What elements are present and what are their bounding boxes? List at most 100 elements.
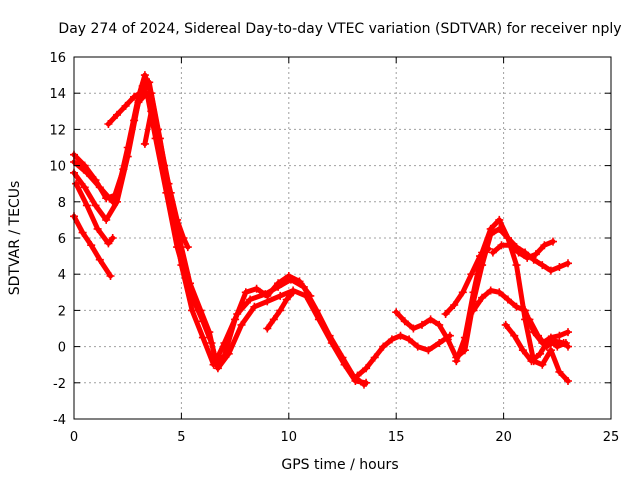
data-point — [314, 315, 323, 324]
data-point — [538, 261, 547, 270]
data-point — [282, 295, 291, 304]
data-point — [467, 270, 476, 279]
series-line — [443, 246, 492, 317]
data-point — [130, 92, 139, 101]
y-tick-label: 12 — [49, 123, 66, 138]
data-point — [553, 342, 562, 351]
data-point — [503, 295, 512, 304]
data-point — [488, 248, 497, 257]
data-point — [276, 291, 285, 300]
data-point — [306, 291, 315, 300]
data-point — [140, 139, 149, 148]
data-point — [469, 288, 478, 297]
data-point — [237, 320, 246, 329]
data-point — [506, 241, 514, 250]
data-point — [510, 331, 519, 340]
x-axis-label: GPS time / hours — [281, 457, 398, 473]
data-point — [518, 346, 527, 355]
data-point — [353, 371, 362, 380]
series-line — [71, 213, 113, 279]
y-tick-label: 16 — [49, 51, 66, 66]
chart-title: Day 274 of 2024, Sidereal Day-to-day VTE… — [58, 21, 621, 37]
data-point — [441, 310, 450, 318]
data-point — [80, 183, 89, 192]
data-point — [379, 342, 388, 351]
data-point — [138, 87, 147, 96]
data-point — [95, 255, 104, 264]
data-point — [424, 346, 433, 355]
series-line — [142, 108, 191, 250]
data-point — [495, 215, 504, 224]
data-point — [486, 286, 495, 295]
y-tick-label: 0 — [58, 341, 66, 356]
data-point — [91, 176, 100, 185]
data-point — [478, 293, 487, 302]
y-tick-label: 2 — [58, 304, 66, 319]
series-layer — [70, 71, 572, 389]
data-point — [555, 331, 564, 340]
data-point — [521, 306, 530, 315]
series-pass-12 — [441, 244, 493, 318]
data-point — [362, 364, 371, 373]
x-tick-label: 20 — [495, 430, 512, 445]
data-point — [102, 194, 111, 203]
data-point — [486, 224, 495, 233]
data-point — [534, 331, 542, 340]
series-line — [355, 333, 453, 379]
data-point — [160, 161, 169, 170]
data-point — [91, 201, 100, 210]
y-axis-label: SDTVAR / TECUs — [7, 181, 23, 296]
data-point — [561, 339, 570, 347]
data-point — [538, 360, 547, 369]
data-point — [546, 346, 555, 355]
data-point — [549, 237, 557, 246]
data-point — [274, 279, 283, 288]
data-point — [173, 215, 182, 224]
data-point — [409, 324, 418, 333]
data-point — [435, 320, 444, 329]
data-point — [102, 215, 111, 224]
data-point — [106, 272, 115, 280]
data-point — [213, 364, 222, 373]
data-point — [93, 224, 102, 233]
series-pass-6 — [104, 82, 151, 128]
data-point — [426, 315, 435, 324]
data-point — [405, 335, 414, 344]
data-point — [525, 315, 534, 324]
data-point — [540, 241, 549, 250]
y-tick-label: 8 — [58, 196, 66, 211]
data-point — [104, 239, 113, 248]
data-point — [495, 288, 504, 297]
y-tick-label: 14 — [49, 87, 66, 102]
data-point — [564, 259, 572, 268]
data-point — [501, 320, 510, 329]
x-tick-label: 25 — [603, 430, 620, 445]
data-point — [82, 201, 91, 210]
data-point — [166, 188, 175, 197]
data-point — [544, 335, 553, 344]
data-point — [387, 335, 396, 344]
y-tick-label: 6 — [58, 232, 66, 247]
data-point — [555, 263, 564, 271]
data-point — [370, 353, 379, 362]
data-point — [177, 261, 186, 270]
data-point — [531, 250, 540, 259]
data-point — [147, 107, 156, 116]
data-point — [512, 302, 521, 311]
data-point — [396, 331, 405, 340]
data-point — [527, 357, 536, 366]
x-tick-label: 0 — [70, 430, 78, 445]
data-point — [263, 324, 272, 333]
data-point — [546, 266, 555, 275]
data-point — [153, 125, 162, 134]
data-point — [413, 342, 422, 351]
data-point — [108, 234, 117, 242]
data-point — [207, 339, 216, 347]
data-point — [351, 377, 360, 385]
data-point — [80, 161, 89, 170]
data-point — [87, 241, 96, 250]
y-tick-label: -4 — [53, 413, 66, 428]
data-point — [113, 197, 121, 206]
x-tick-label: 10 — [281, 430, 298, 445]
